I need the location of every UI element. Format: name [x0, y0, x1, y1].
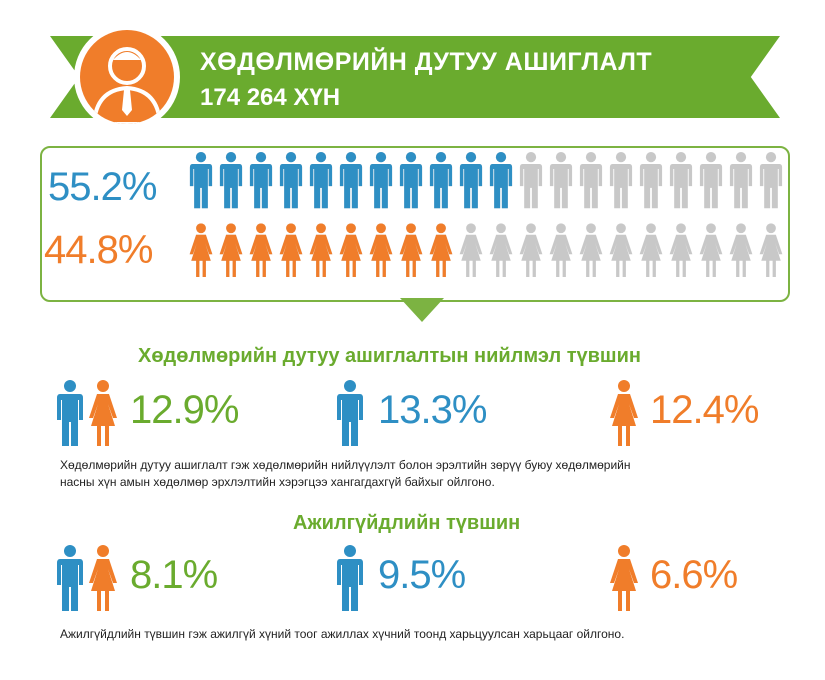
composite-total-value: 12.9%: [130, 388, 239, 432]
male-figure-icon: [549, 152, 573, 209]
female-figure-icon: [609, 223, 633, 277]
male-icon: [337, 380, 363, 446]
male-figure-icon: [699, 152, 723, 209]
male-figure-icon: [459, 152, 483, 209]
female-figure-icon: [339, 223, 363, 277]
avatar-frame: [74, 24, 180, 130]
female-figure-icon: [729, 223, 753, 277]
male-female-icon: [57, 545, 117, 611]
female-figure-row: [188, 222, 784, 282]
female-figure-icon: [639, 223, 663, 277]
male-figure-icon: [429, 152, 453, 209]
female-figure-icon: [459, 223, 483, 277]
banner-subtitle: 174 264 ХҮН: [200, 84, 341, 111]
unemployment-total-value: 8.1%: [130, 553, 218, 597]
female-figure-icon: [489, 223, 513, 277]
male-figure-icon: [249, 152, 273, 209]
female-figure-icon: [369, 223, 393, 277]
female-figure-icon: [759, 223, 783, 277]
composite-rate-title: Хөдөлмөрийн дутуу ашиглалтын нийлмэл түв…: [138, 345, 641, 367]
female-figure-icon: [519, 223, 543, 277]
person-tie-icon: [80, 30, 174, 124]
female-figure-icon: [249, 223, 273, 277]
male-icon: [337, 545, 363, 611]
male-female-icon: [57, 380, 117, 446]
female-icon: [610, 545, 638, 611]
composite-description-line2: насны хүн амын хөдөлмөр эрхлэлтийн хэрэг…: [60, 475, 495, 489]
composite-male-value: 13.3%: [378, 388, 487, 432]
male-figure-icon: [219, 152, 243, 209]
male-figure-icon: [519, 152, 543, 209]
unemployment-rate-title: Ажилгүйдлийн түвшин: [293, 512, 521, 534]
male-figure-row: [188, 152, 784, 212]
male-figure-icon: [309, 152, 333, 209]
panel-pointer: [400, 298, 444, 322]
composite-female-value: 12.4%: [650, 388, 759, 432]
female-figure-icon: [309, 223, 333, 277]
header-banner: ХӨДӨЛМӨРИЙН ДУТУУ АШИГЛАЛТ 174 264 ХҮН: [50, 24, 780, 130]
male-figure-icon: [489, 152, 513, 209]
male-figure-icon: [579, 152, 603, 209]
male-figure-icon: [759, 152, 783, 209]
unemployment-description: Ажилгүйдлийн түвшин гэж ажилгүй хүний то…: [60, 627, 625, 641]
unemployment-male-value: 9.5%: [378, 553, 466, 597]
female-figure-icon: [219, 223, 243, 277]
female-figure-icon: [669, 223, 693, 277]
male-figure-icon: [729, 152, 753, 209]
male-figure-icon: [369, 152, 393, 209]
banner-title: ХӨДӨЛМӨРИЙН ДУТУУ АШИГЛАЛТ: [200, 48, 653, 76]
female-share-value: 44.8%: [44, 228, 153, 272]
female-icon: [610, 380, 638, 446]
male-figure-icon: [609, 152, 633, 209]
composite-description-line1: Хөдөлмөрийн дутуу ашиглалт гэж хөдөлмөри…: [60, 458, 631, 472]
male-figure-icon: [639, 152, 663, 209]
male-figure-icon: [189, 152, 213, 209]
female-figure-icon: [429, 223, 453, 277]
female-figure-icon: [699, 223, 723, 277]
female-figure-icon: [279, 223, 303, 277]
male-figure-icon: [339, 152, 363, 209]
male-share-value: 55.2%: [48, 165, 157, 209]
male-figure-icon: [669, 152, 693, 209]
male-figure-icon: [279, 152, 303, 209]
male-figure-icon: [399, 152, 423, 209]
female-figure-icon: [549, 223, 573, 277]
unemployment-female-value: 6.6%: [650, 553, 738, 597]
female-figure-icon: [189, 223, 213, 277]
female-figure-icon: [399, 223, 423, 277]
female-figure-icon: [579, 223, 603, 277]
